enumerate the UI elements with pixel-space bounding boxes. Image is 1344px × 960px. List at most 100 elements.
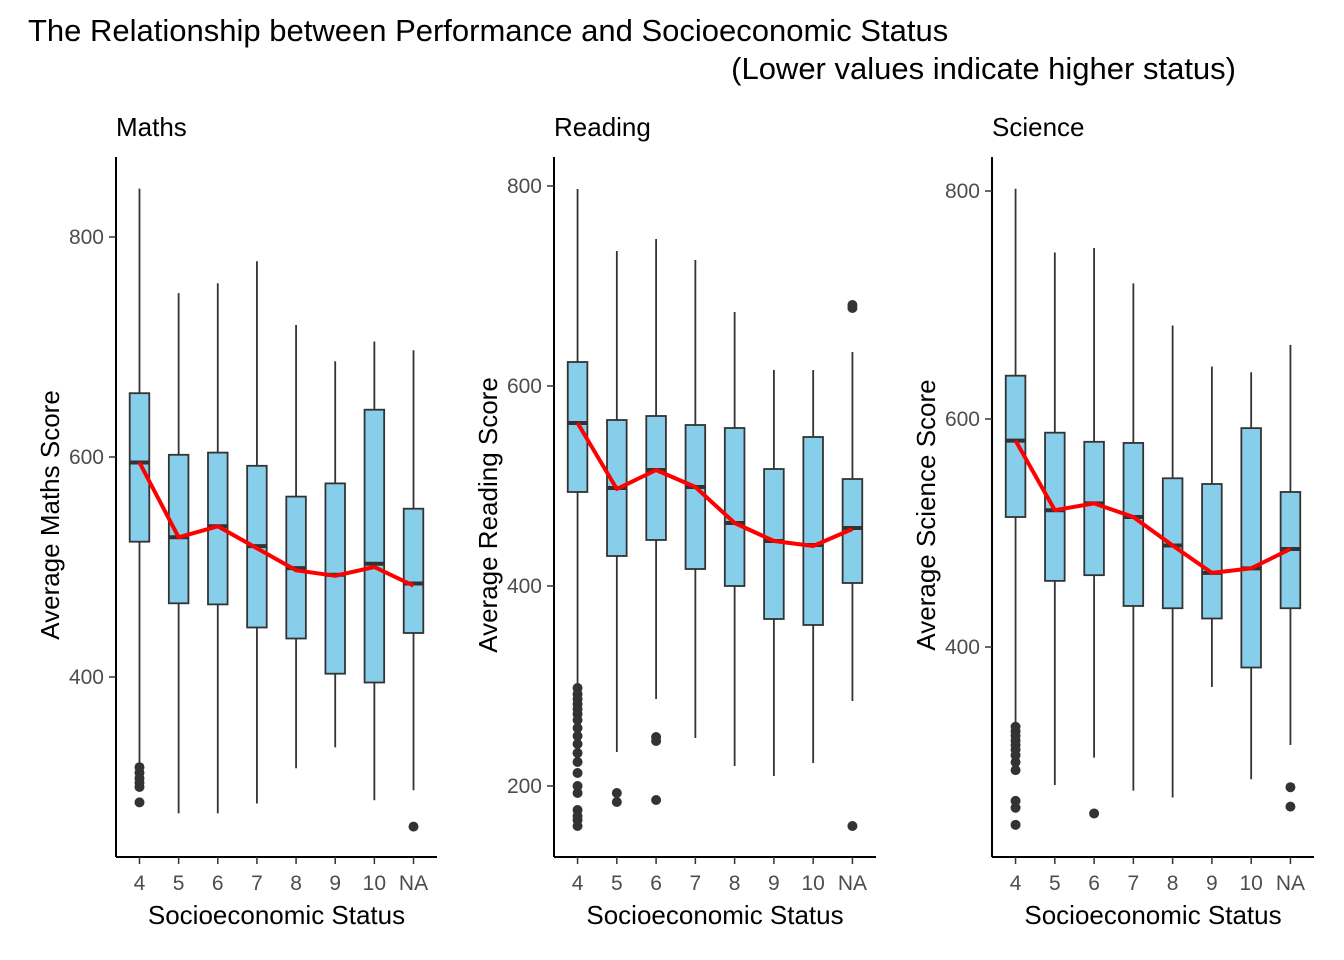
- panel-science: Science Socioeconomic Status Average Sci…: [911, 112, 1314, 930]
- y-tick-label: 800: [507, 175, 542, 198]
- outlier-point: [1010, 802, 1021, 813]
- box-iqr: [402, 507, 425, 634]
- box-iqr: [1201, 483, 1223, 620]
- x-tick-label: 10: [1239, 872, 1262, 895]
- box-science-6: [1083, 248, 1105, 819]
- x-axis-title-maths: Socioeconomic Status: [148, 900, 405, 930]
- y-tick-label: 800: [69, 226, 104, 249]
- y-axis-title-reading: Average Reading Score: [473, 377, 503, 653]
- x-tick-label: 7: [1128, 872, 1140, 895]
- box-iqr: [128, 392, 151, 543]
- x-tick-label: 6: [1088, 872, 1100, 895]
- outlier-point: [611, 788, 622, 798]
- outlier-point: [847, 821, 858, 831]
- panel-title-reading: Reading: [554, 112, 651, 142]
- x-tick-label: 7: [251, 872, 263, 895]
- box-iqr: [324, 482, 346, 675]
- y-tick-label: 600: [507, 375, 542, 398]
- box-science-8: [1161, 325, 1184, 798]
- x-tick-label: 6: [212, 872, 224, 895]
- x-tick-label: 10: [801, 872, 824, 895]
- box-iqr: [1004, 374, 1027, 518]
- x-tick-label: 5: [611, 872, 623, 895]
- x-tick-label: NA: [1276, 872, 1305, 895]
- box-science-NA: [1279, 344, 1302, 812]
- box-iqr: [566, 361, 589, 493]
- y-axis-title-maths: Average Maths Score: [35, 390, 65, 640]
- box-iqr: [763, 468, 785, 620]
- outlier-point: [651, 795, 662, 805]
- box-iqr: [1083, 440, 1105, 577]
- mean-trend-line: [137, 461, 415, 588]
- x-tick-label: 5: [1049, 872, 1061, 895]
- outlier-point: [1089, 808, 1100, 819]
- outlier-point: [572, 731, 583, 741]
- box-science-9: [1201, 366, 1223, 687]
- outlier-point: [572, 757, 583, 767]
- outlier-point: [134, 782, 145, 792]
- chart-title: The Relationship between Performance and…: [28, 13, 948, 48]
- y-axis-title-science: Average Science Score: [911, 379, 941, 650]
- outlier-point: [134, 797, 145, 808]
- x-tick-label: NA: [838, 872, 867, 895]
- mean-trend-line: [575, 421, 854, 548]
- y-tick-label: 200: [507, 775, 542, 798]
- box-science-4: [1004, 188, 1027, 830]
- box-iqr: [167, 453, 190, 605]
- outlier-point: [651, 736, 662, 746]
- panel-reading: Reading Socioeconomic Status Average Rea…: [473, 112, 876, 930]
- outlier-point: [1010, 757, 1021, 768]
- box-maths-8: [285, 325, 307, 769]
- y-tick-label: 600: [945, 408, 980, 431]
- outlier-point: [572, 788, 583, 798]
- box-reading-NA: [841, 300, 864, 831]
- x-tick-label: NA: [399, 872, 428, 895]
- outlier-point: [408, 821, 419, 832]
- box-iqr: [645, 415, 667, 541]
- outlier-point: [572, 821, 583, 831]
- x-tick-label: 9: [1206, 872, 1218, 895]
- x-tick-label: 4: [134, 872, 146, 895]
- x-tick-label: 5: [173, 872, 185, 895]
- outlier-point: [1010, 765, 1021, 776]
- box-iqr: [684, 424, 707, 570]
- box-maths-7: [246, 261, 268, 804]
- x-tick-label: 8: [1167, 872, 1179, 895]
- x-axis-title-reading: Socioeconomic Status: [586, 900, 843, 930]
- box-maths-5: [167, 293, 190, 814]
- y-tick-label: 400: [507, 575, 542, 598]
- mean-trend-line: [1013, 439, 1292, 575]
- outlier-point: [611, 797, 622, 807]
- box-maths-10: [363, 341, 386, 801]
- x-tick-label: 4: [1010, 872, 1022, 895]
- y-tick-label: 600: [69, 446, 104, 469]
- x-tick-label: 10: [363, 872, 386, 895]
- box-iqr: [723, 427, 746, 587]
- outlier-point: [1010, 795, 1021, 806]
- x-axis-title-science: Socioeconomic Status: [1024, 900, 1281, 930]
- outlier-point: [1285, 801, 1296, 812]
- outlier-point: [1010, 750, 1021, 761]
- x-tick-label: 9: [768, 872, 780, 895]
- x-tick-label: 8: [290, 872, 302, 895]
- box-reading-7: [684, 260, 707, 738]
- box-iqr: [363, 408, 386, 684]
- x-tick-label: 4: [572, 872, 584, 895]
- outlier-point: [1285, 782, 1296, 793]
- box-iqr: [1240, 427, 1262, 669]
- box-reading-4: [566, 189, 589, 831]
- box-maths-4: [128, 188, 151, 808]
- chart-subtitle: (Lower values indicate higher status): [731, 51, 1236, 86]
- y-tick-label: 400: [945, 636, 980, 659]
- box-reading-10: [802, 370, 824, 763]
- box-reading-9: [763, 370, 785, 776]
- y-tick-label: 400: [69, 666, 104, 689]
- x-tick-label: 8: [729, 872, 741, 895]
- panel-title-maths: Maths: [116, 112, 187, 142]
- outlier-point: [572, 781, 583, 791]
- panel-title-science: Science: [992, 112, 1085, 142]
- x-tick-label: 7: [690, 872, 702, 895]
- box-maths-6: [207, 283, 229, 814]
- y-tick-label: 800: [945, 180, 980, 203]
